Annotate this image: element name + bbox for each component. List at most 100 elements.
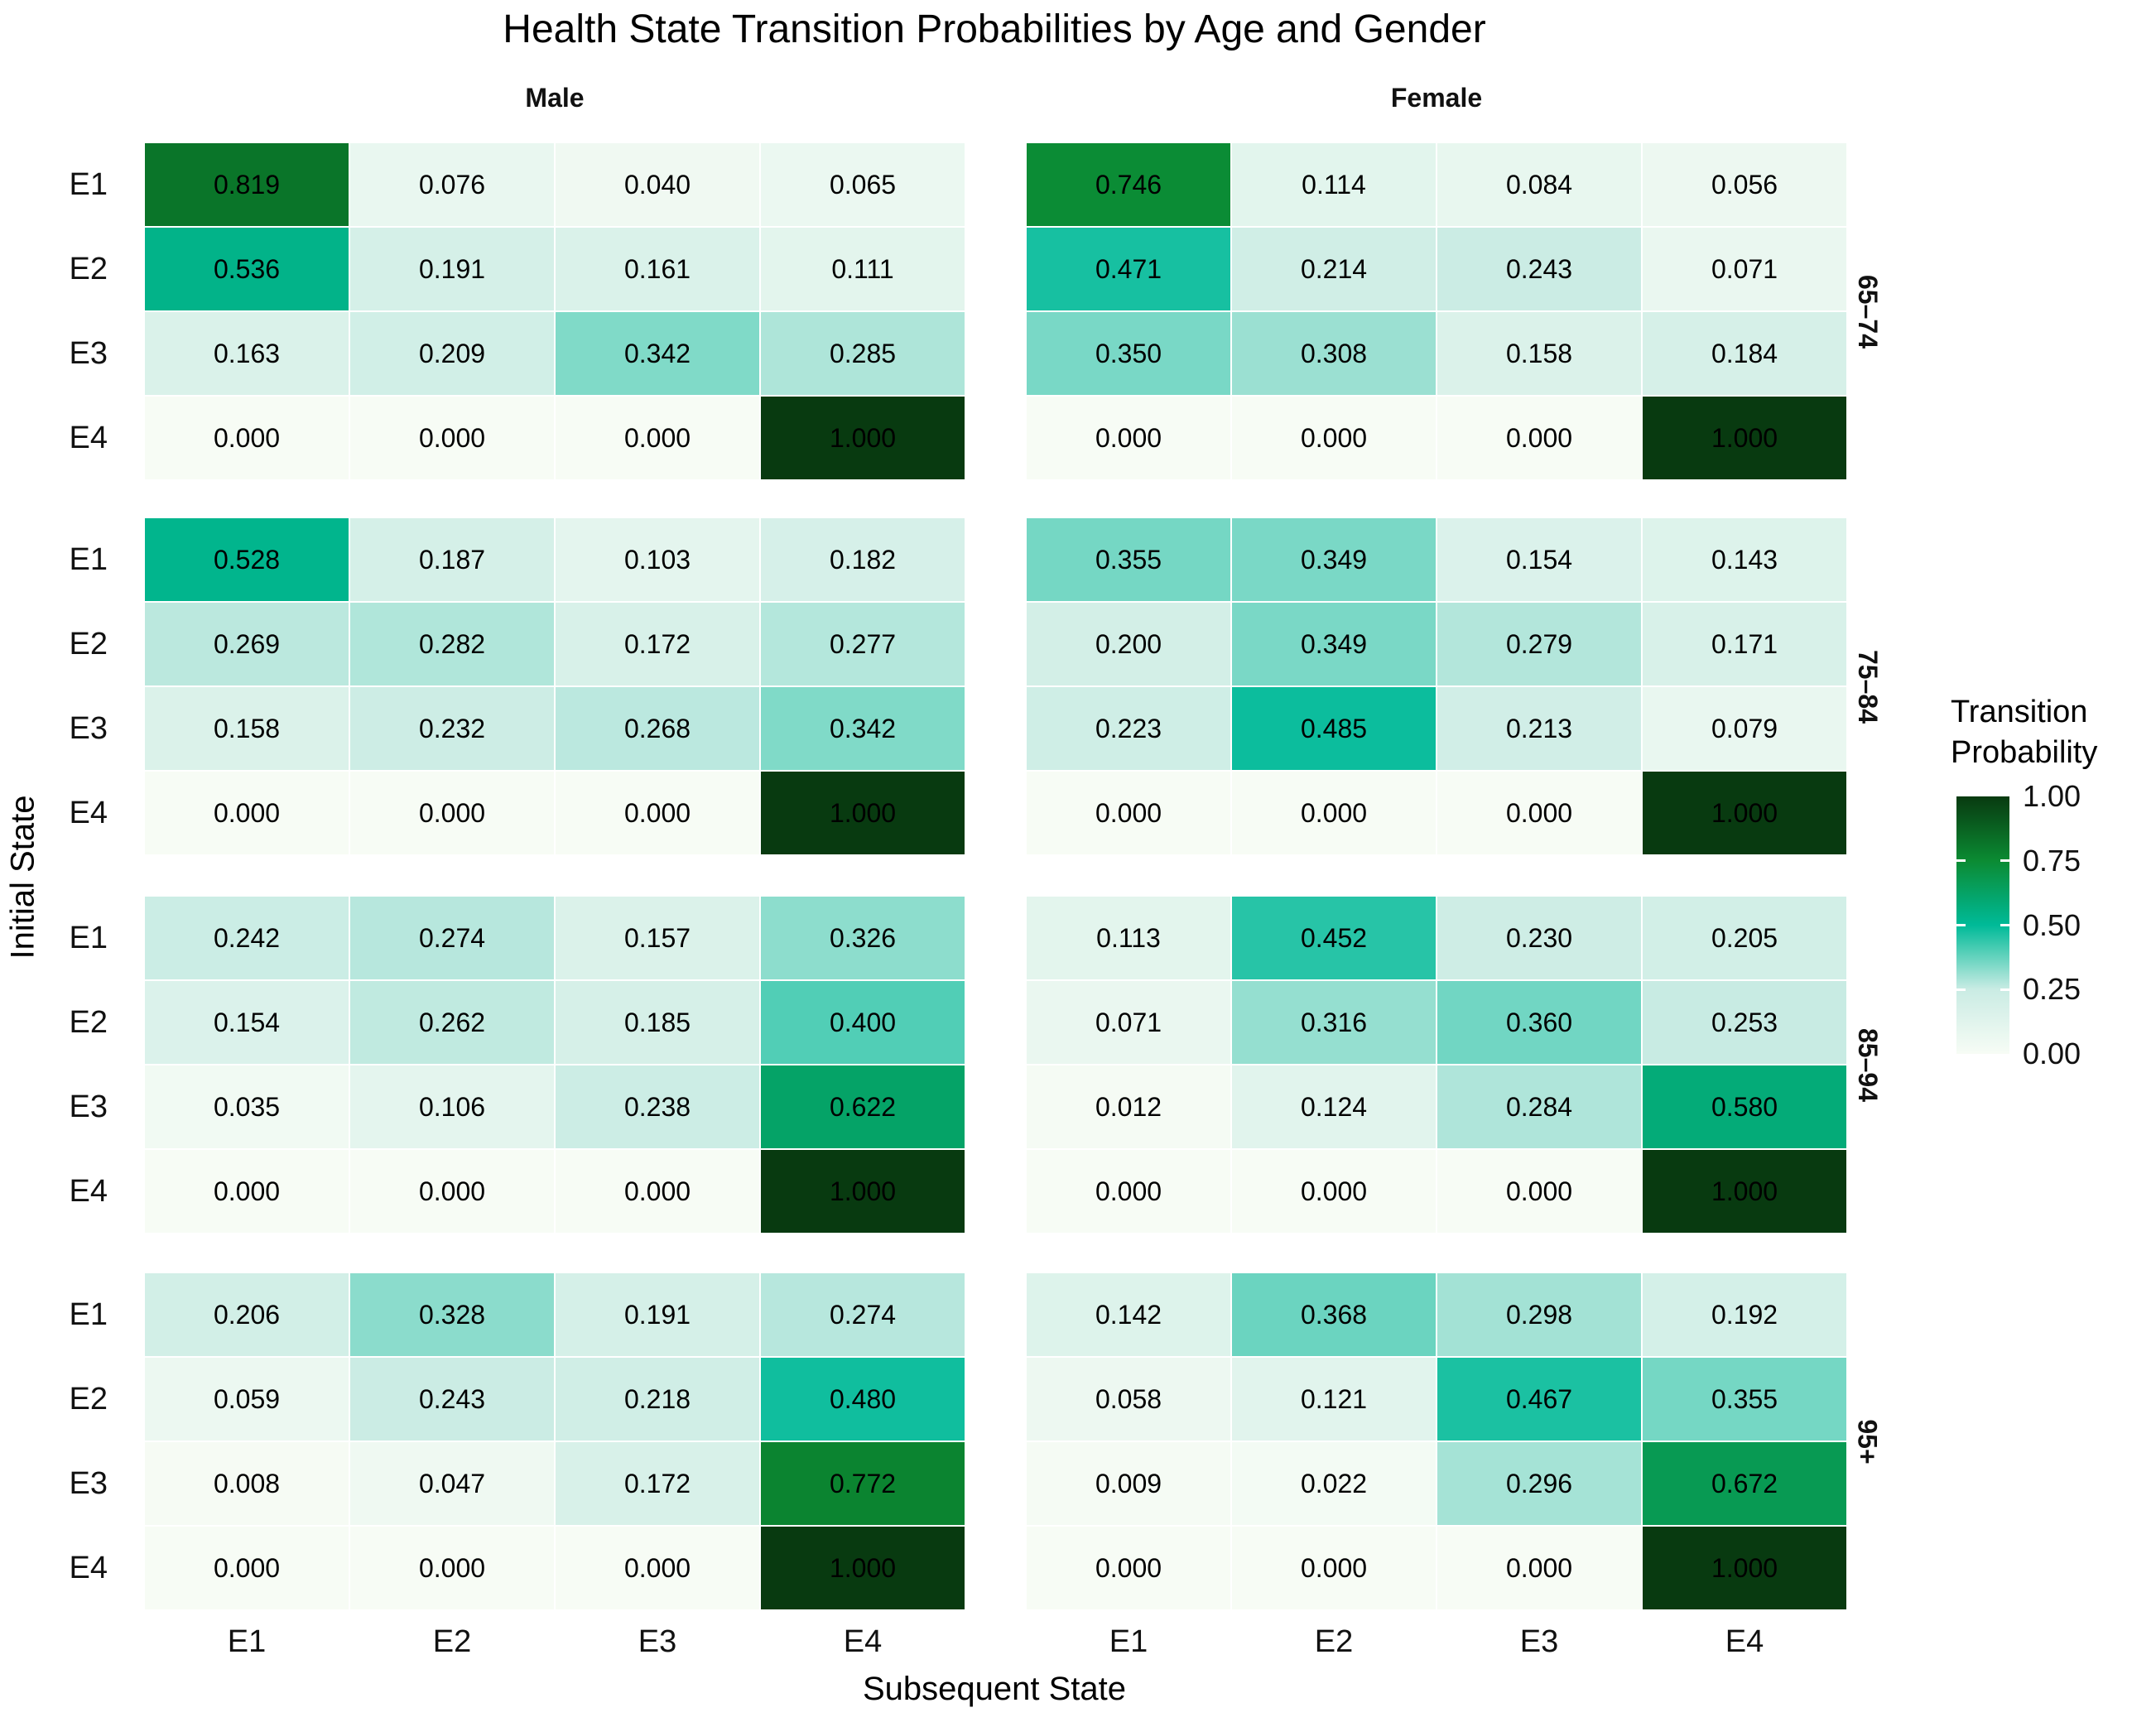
y-tick-label: E3 — [69, 1089, 108, 1124]
heatmap-cell: 0.206 — [144, 1272, 349, 1357]
heatmap-cell: 0.184 — [1642, 311, 1847, 396]
heatmap-cell: 0.350 — [1026, 311, 1231, 396]
heatmap-cell: 1.000 — [1642, 1149, 1847, 1234]
y-tick-label: E4 — [69, 795, 108, 830]
x-tick-label: E3 — [638, 1624, 677, 1659]
heatmap-cell: 0.000 — [1026, 771, 1231, 855]
facet-row-strip: 65–74 — [1849, 142, 1885, 480]
heatmap-cell: 0.536 — [144, 227, 349, 311]
heatmap-cell: 0.158 — [1437, 311, 1642, 396]
legend-tick-mark — [1956, 988, 1966, 991]
heatmap-cell: 0.182 — [760, 517, 965, 602]
heatmap-cell: 0.308 — [1231, 311, 1437, 396]
heatmap-cell: 0.171 — [1642, 602, 1847, 686]
legend-tick-mark — [1956, 859, 1966, 863]
legend-tick-label: 0.00 — [2023, 1037, 2081, 1070]
y-tick-label: E3 — [69, 710, 108, 746]
heatmap-cell: 0.285 — [760, 311, 965, 396]
heatmap-cell: 0.161 — [555, 227, 760, 311]
heatmap-panel: 0.355 0.349 0.154 0.143 0.200 0.349 0.279 0.171… — [1026, 517, 1847, 855]
heatmap-cell: 0.000 — [144, 771, 349, 855]
heatmap-cell: 0.253 — [1642, 980, 1847, 1065]
heatmap-cell: 0.279 — [1437, 602, 1642, 686]
facet-row-strip-text: 95+ — [1852, 1418, 1883, 1465]
heatmap-cell: 0.282 — [349, 602, 555, 686]
heatmap-cell: 1.000 — [1642, 396, 1847, 480]
heatmap-cell: 0.298 — [1437, 1272, 1642, 1357]
legend-tick-mark — [2000, 924, 2009, 926]
heatmap-panel: 0.819 0.076 0.040 0.065 0.536 0.191 0.161 0.111… — [144, 142, 965, 480]
heatmap-panel: 0.528 0.187 0.103 0.182 0.269 0.282 0.172 0.277… — [144, 517, 965, 855]
heatmap-cell: 0.342 — [760, 686, 965, 771]
heatmap-cell: 0.274 — [760, 1272, 965, 1357]
heatmap-cell: 1.000 — [1642, 771, 1847, 855]
heatmap-cell: 0.142 — [1026, 1272, 1231, 1357]
heatmap-cell: 0.000 — [1437, 396, 1642, 480]
heatmap-cell: 1.000 — [760, 1149, 965, 1234]
heatmap-cell: 0.154 — [144, 980, 349, 1065]
heatmap-cell: 0.143 — [1642, 517, 1847, 602]
heatmap-cell: 0.000 — [144, 1149, 349, 1234]
x-axis-title: Subsequent State — [862, 1671, 1127, 1707]
heatmap-cell: 0.316 — [1231, 980, 1437, 1065]
y-tick-label: E3 — [69, 1465, 108, 1501]
heatmap-cell: 0.000 — [1231, 771, 1437, 855]
heatmap-cell: 0.114 — [1231, 142, 1437, 227]
heatmap-cell: 0.268 — [555, 686, 760, 771]
heatmap-cell: 0.106 — [349, 1065, 555, 1149]
heatmap-cell: 1.000 — [760, 1526, 965, 1610]
chart-title: Health State Transition Probabilities by… — [503, 7, 1486, 51]
heatmap-panel: 0.206 0.328 0.191 0.274 0.059 0.243 0.218 0.480… — [144, 1272, 965, 1610]
x-tick-label: E1 — [1109, 1624, 1148, 1659]
heatmap-cell: 0.819 — [144, 142, 349, 227]
heatmap-cell: 0.232 — [349, 686, 555, 771]
heatmap-cell: 0.008 — [144, 1441, 349, 1526]
heatmap-cell: 0.079 — [1642, 686, 1847, 771]
x-tick-label: E2 — [1314, 1624, 1354, 1659]
heatmap-cell: 0.349 — [1231, 602, 1437, 686]
heatmap-cell: 0.000 — [1026, 1149, 1231, 1234]
facet-row-strip-text: 75–84 — [1852, 649, 1883, 724]
heatmap-cell: 0.000 — [349, 1526, 555, 1610]
heatmap-cell: 0.243 — [349, 1357, 555, 1441]
heatmap-cell: 0.084 — [1437, 142, 1642, 227]
heatmap-cell: 0.000 — [349, 396, 555, 480]
facet-col-strip: Male — [525, 82, 585, 113]
heatmap-panel: 0.746 0.114 0.084 0.056 0.471 0.214 0.243 0.071… — [1026, 142, 1847, 480]
heatmap-cell: 0.622 — [760, 1065, 965, 1149]
facet-row-strip: 75–84 — [1849, 517, 1885, 855]
y-tick-label: E2 — [69, 1004, 108, 1040]
y-tick-label: E2 — [69, 251, 108, 286]
heatmap-cell: 0.277 — [760, 602, 965, 686]
heatmap-cell: 0.471 — [1026, 227, 1231, 311]
heatmap-cell: 0.009 — [1026, 1441, 1231, 1526]
heatmap-cell: 0.296 — [1437, 1441, 1642, 1526]
heatmap-cell: 0.772 — [760, 1441, 965, 1526]
heatmap-cell: 0.022 — [1231, 1441, 1437, 1526]
x-tick-label: E2 — [432, 1624, 472, 1659]
heatmap-cell: 0.485 — [1231, 686, 1437, 771]
x-tick-label: E4 — [1725, 1624, 1764, 1659]
heatmap-cell: 0.000 — [1231, 396, 1437, 480]
heatmap-panel: 0.142 0.368 0.298 0.192 0.058 0.121 0.467 0.355… — [1026, 1272, 1847, 1610]
heatmap-cell: 0.191 — [555, 1272, 760, 1357]
heatmap-cell: 0.058 — [1026, 1357, 1231, 1441]
heatmap-cell: 0.124 — [1231, 1065, 1437, 1149]
heatmap-cell: 0.047 — [349, 1441, 555, 1526]
heatmap-cell: 0.213 — [1437, 686, 1642, 771]
heatmap-cell: 0.071 — [1642, 227, 1847, 311]
heatmap-cell: 0.243 — [1437, 227, 1642, 311]
legend-tick-label: 0.25 — [2023, 972, 2081, 1007]
legend-tick-label: 1.00 — [2023, 779, 2081, 813]
heatmap-cell: 0.000 — [1437, 1149, 1642, 1234]
y-tick-label: E1 — [69, 1296, 108, 1332]
x-tick-label: E1 — [227, 1624, 267, 1659]
y-tick-label: E1 — [69, 920, 108, 955]
heatmap-cell: 0.400 — [760, 980, 965, 1065]
heatmap-cell: 0.035 — [144, 1065, 349, 1149]
facet-row-strip: 95+ — [1849, 1272, 1885, 1610]
heatmap-cell: 0.355 — [1026, 517, 1231, 602]
heatmap-cell: 0.269 — [144, 602, 349, 686]
heatmap-cell: 0.000 — [555, 1526, 760, 1610]
